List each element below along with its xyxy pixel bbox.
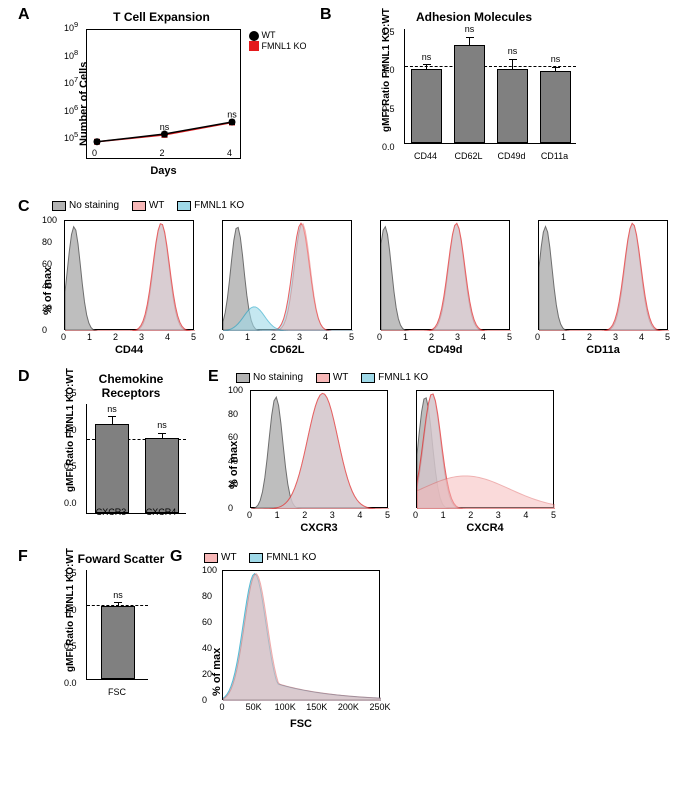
panel-d-label: D [18, 368, 30, 386]
panel-a-ylabel: Number of Cells [78, 26, 90, 146]
bar-CD11a [540, 71, 570, 143]
ko-swatch [177, 201, 191, 211]
panel-b-ylabel: gMFI Ratio FMNL1 KO:WT [382, 22, 392, 132]
bar-CD49d [497, 69, 527, 143]
hist-CXCR4: CXCR4012345 [416, 390, 554, 508]
panel-g-legend: WT FMNL1 KO [204, 552, 326, 563]
hist-CD62L: CD62L012345 [222, 220, 352, 330]
panel-d-ylabel: gMFI Ratio FMNL1 KO:WT [66, 382, 76, 492]
panel-f: Foward Scatter ns 0.00.51.01.5FSC gMFI R… [30, 552, 180, 676]
panel-g-label: G [170, 548, 182, 566]
panel-a-label: A [18, 6, 30, 24]
hist-CXCR3: CXCR3020406080100% of max012345 [250, 390, 388, 508]
panel-b-plot: ns ns ns ns [404, 29, 576, 144]
panel-f-ylabel: gMFI Ratio FMNL1 KO:WT [66, 562, 76, 672]
panel-f-plot: ns [86, 570, 148, 680]
panel-a-plot: ns ns [86, 29, 241, 159]
bar-CD62L [454, 45, 484, 143]
panel-f-title: Foward Scatter [76, 552, 166, 566]
panel-d: Chemokine Receptors ns ns 0.00.51.01.5CX… [30, 372, 200, 510]
panel-c-label: C [18, 198, 30, 216]
panel-a-legend: WT FMNL1 KO [249, 30, 307, 51]
hist-CD49d: CD49d012345 [380, 220, 510, 330]
panel-c-legend: No staining WT FMNL1 KO [52, 200, 254, 211]
wt-swatch [132, 201, 146, 211]
panel-a-svg: ns ns [87, 30, 242, 160]
panel-d-title: Chemokine Receptors [76, 372, 186, 400]
bar-CXCR3 [95, 424, 129, 513]
panel-b: Adhesion Molecules ns ns ns ns 0.00.51.0… [348, 10, 568, 139]
panel-e-legend: No staining WT FMNL1 KO [236, 372, 438, 383]
panel-d-plot: ns ns [86, 404, 186, 514]
nostain-swatch [52, 201, 66, 211]
panel-g-xlabel: FSC [222, 718, 380, 730]
bar-CXCR4 [145, 438, 179, 513]
bar-FSC [101, 606, 135, 679]
svg-text:ns: ns [227, 110, 237, 120]
panel-g-ylabel: % of max [211, 586, 223, 696]
panel-b-label: B [320, 6, 332, 24]
bar-CD44 [411, 69, 441, 143]
panel-a-xlabel: Days [86, 165, 241, 177]
panel-a-title: T Cell Expansion [84, 10, 239, 24]
panel-a: T Cell Expansion nsns WT FMNL1 KO 105106… [44, 10, 264, 154]
hist-CD44: CD44020406080100% of max012345 [64, 220, 194, 330]
panel-g: 020406080100050K100K150K200K250K % of ma… [180, 570, 338, 700]
panel-f-label: F [18, 548, 28, 566]
panel-b-title: Adhesion Molecules [388, 10, 560, 24]
svg-text:ns: ns [160, 122, 170, 132]
panel-e-label: E [208, 368, 219, 386]
hist-CD11a: CD11a012345 [538, 220, 668, 330]
panel-g-plot [222, 570, 380, 700]
panel-b-ref [405, 66, 576, 67]
